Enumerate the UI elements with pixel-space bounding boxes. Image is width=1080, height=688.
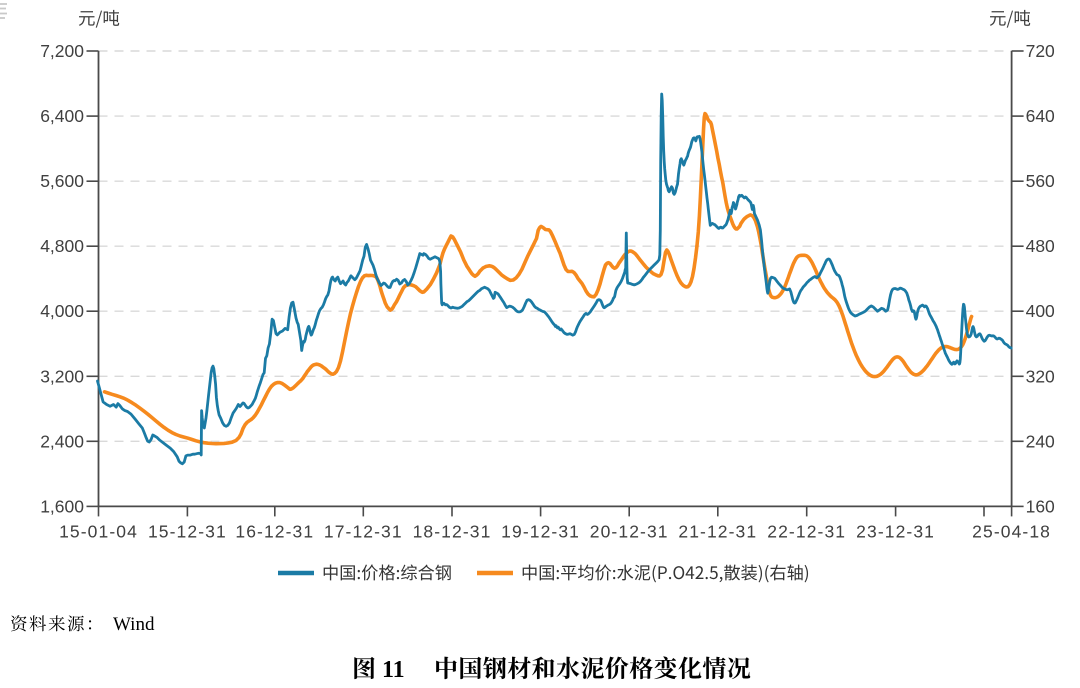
svg-text:11: 11 bbox=[382, 657, 405, 683]
svg-text:23-12-31: 23-12-31 bbox=[856, 522, 935, 542]
svg-text:6,400: 6,400 bbox=[40, 106, 84, 126]
svg-text:21-12-31: 21-12-31 bbox=[678, 522, 757, 542]
svg-text:25-04-18: 25-04-18 bbox=[972, 522, 1051, 542]
svg-text:18-12-31: 18-12-31 bbox=[413, 522, 492, 542]
svg-text:16-12-31: 16-12-31 bbox=[235, 522, 314, 542]
svg-text:320: 320 bbox=[1026, 366, 1055, 386]
svg-text:1,600: 1,600 bbox=[40, 496, 84, 516]
svg-text:20-12-31: 20-12-31 bbox=[590, 522, 669, 542]
svg-text:240: 240 bbox=[1026, 431, 1055, 451]
svg-text:15-01-04: 15-01-04 bbox=[59, 522, 138, 542]
svg-text:5,600: 5,600 bbox=[40, 171, 84, 191]
svg-text:17-12-31: 17-12-31 bbox=[324, 522, 403, 542]
svg-text:2,400: 2,400 bbox=[40, 431, 84, 451]
svg-text:640: 640 bbox=[1026, 106, 1055, 126]
svg-text:4,800: 4,800 bbox=[40, 236, 84, 256]
svg-text:3,200: 3,200 bbox=[40, 366, 84, 386]
svg-text:400: 400 bbox=[1026, 301, 1055, 321]
svg-text:160: 160 bbox=[1026, 496, 1055, 516]
svg-text:4,000: 4,000 bbox=[40, 301, 84, 321]
svg-text:19-12-31: 19-12-31 bbox=[501, 522, 580, 542]
svg-text:720: 720 bbox=[1026, 41, 1055, 61]
svg-text:560: 560 bbox=[1026, 171, 1055, 191]
svg-text:480: 480 bbox=[1026, 236, 1055, 256]
svg-text:22-12-31: 22-12-31 bbox=[767, 522, 846, 542]
svg-text:Wind: Wind bbox=[113, 614, 155, 635]
svg-text:7,200: 7,200 bbox=[40, 41, 84, 61]
svg-text:15-12-31: 15-12-31 bbox=[148, 522, 227, 542]
